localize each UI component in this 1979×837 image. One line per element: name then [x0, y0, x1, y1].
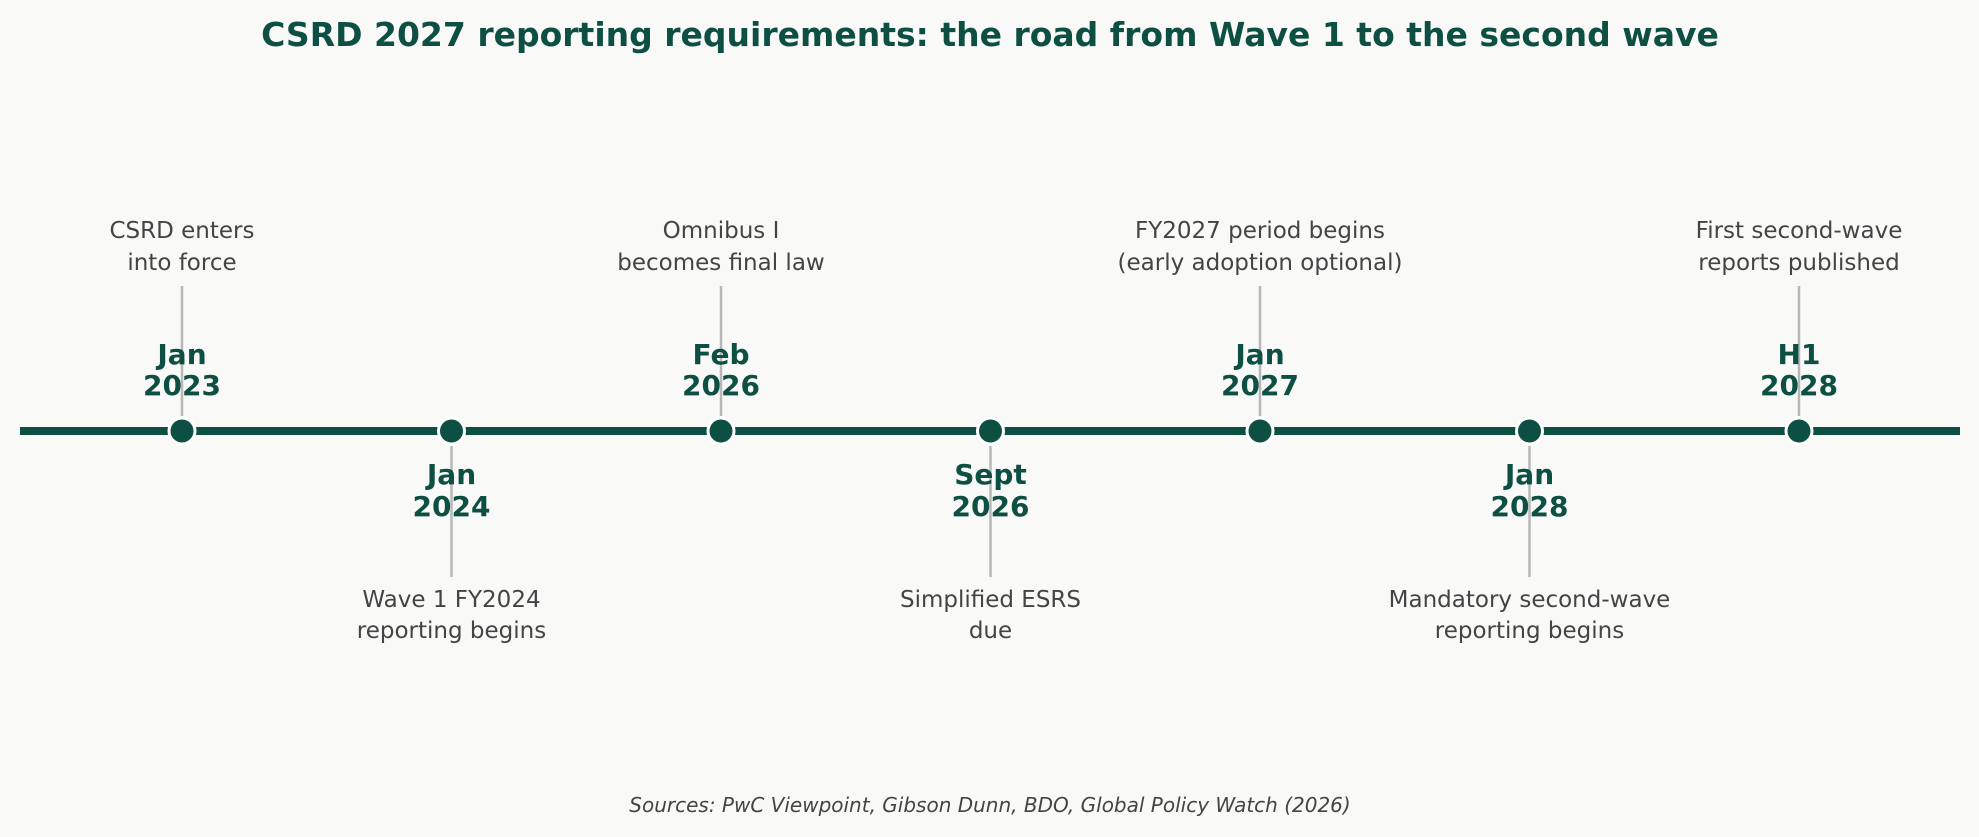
- milestone-description: First second-wave: [1696, 218, 1903, 244]
- milestone-date: 2026: [682, 369, 760, 402]
- milestone-date: 2028: [1760, 369, 1838, 402]
- milestone-marker: [167, 416, 197, 446]
- milestone-markers: [167, 416, 1814, 446]
- milestone-date: H1: [1778, 338, 1821, 371]
- milestone-description: Mandatory second-wave: [1389, 587, 1671, 613]
- milestone-marker: [706, 416, 736, 446]
- milestone-date: 2024: [413, 490, 491, 523]
- milestone-description: becomes final law: [617, 250, 824, 276]
- milestone-date: 2028: [1491, 490, 1569, 523]
- milestone-marker: [976, 416, 1005, 446]
- milestone-description: CSRD enters: [110, 218, 255, 244]
- milestone-description: reporting begins: [357, 618, 546, 644]
- milestone-date: Jan: [155, 338, 206, 371]
- milestone-date: Jan: [425, 458, 476, 491]
- milestone-description: due: [969, 618, 1012, 644]
- milestone-description: Simplified ESRS: [900, 587, 1081, 613]
- milestone-marker: [1784, 416, 1814, 446]
- milestone-date: 2027: [1221, 369, 1299, 402]
- chart-title: CSRD 2027 reporting requirements: the ro…: [261, 15, 1719, 54]
- milestone-date: Jan: [1233, 338, 1284, 371]
- milestone-description: Wave 1 FY2024: [362, 587, 540, 613]
- milestone-description: FY2027 period begins: [1135, 218, 1385, 244]
- milestone-description: into force: [127, 250, 236, 276]
- milestone-date: Jan: [1503, 458, 1554, 491]
- connector-lines: [180, 286, 1801, 577]
- milestone-description: reporting begins: [1435, 618, 1624, 644]
- milestone-description: (early adoption optional): [1118, 250, 1403, 276]
- milestone-marker: [1245, 416, 1275, 446]
- milestone-date: Feb: [692, 338, 749, 371]
- milestone-marker: [1515, 416, 1544, 446]
- milestone-marker: [437, 416, 466, 446]
- milestone-description: Omnibus I: [663, 218, 780, 244]
- milestone-date: Sept: [954, 458, 1027, 491]
- milestone-description: reports published: [1698, 250, 1899, 276]
- milestone-date: 2026: [952, 490, 1030, 523]
- source-note: Sources: PwC Viewpoint, Gibson Dunn, BDO…: [629, 793, 1350, 817]
- milestone-date: 2023: [143, 369, 221, 402]
